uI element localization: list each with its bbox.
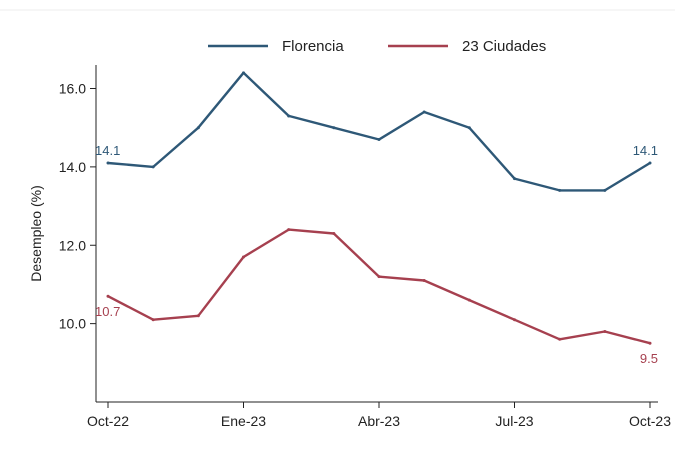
y-tick-label: 14.0 [59,159,86,175]
data-point [151,165,155,169]
legend-label: Florencia [282,38,344,55]
data-point [377,137,381,141]
data-point [196,126,200,130]
x-tick-label: Ene-23 [221,413,266,429]
y-tick-label: 10.0 [59,316,86,332]
data-point [422,110,426,114]
data-point [196,314,200,318]
x-tick-label: Oct-22 [87,413,129,429]
data-point [106,294,110,298]
series-line-0 [107,71,651,192]
data-point [603,329,607,333]
data-point [648,161,652,165]
data-label: 10.7 [95,304,120,319]
data-point [242,71,245,75]
y-axis-label: Desempleo (%) [28,185,44,281]
data-point [467,126,471,130]
y-tick-label: 12.0 [59,237,86,253]
x-tick-label: Oct-23 [629,413,671,429]
series-line-1 [107,228,651,345]
data-point [377,275,381,279]
series-layer [106,71,652,345]
data-point [151,318,155,322]
data-point [332,126,336,130]
data-labels: 14.1 14.1 10.7 9.5 [95,143,658,366]
x-tick-label: Abr-23 [358,413,400,429]
data-point [242,255,245,259]
data-point [332,232,336,235]
data-point [287,228,291,232]
data-label: 14.1 [95,143,120,158]
data-point [603,188,607,192]
data-point [422,279,426,283]
data-point [106,161,110,165]
data-point [467,298,471,302]
y-tick-label: 16.0 [59,81,86,97]
data-point [558,337,562,341]
legend-label: 23 Ciudades [462,38,546,55]
x-tick-label: Jul-23 [495,413,533,429]
data-point [513,177,516,181]
axes: 10.0 12.0 14.0 16.0 Oct-22 Ene-23 Abr-23 Jul-23… [28,65,671,429]
data-point [513,318,516,322]
data-point [558,188,562,192]
data-point [287,114,291,118]
data-label: 9.5 [640,351,658,366]
legend: Florencia 23 Ciudades [208,38,546,55]
data-point [648,341,652,345]
data-label: 14.1 [633,143,658,158]
